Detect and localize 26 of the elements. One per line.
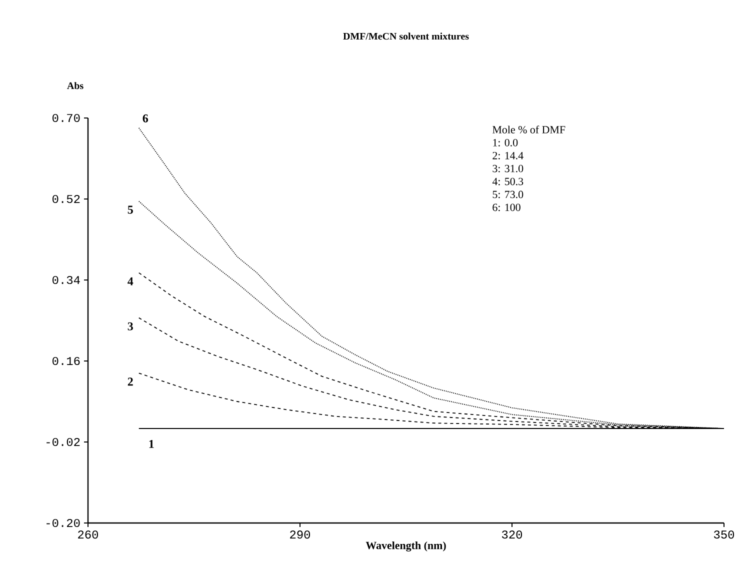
y-axis-title: Abs [67, 82, 84, 90]
annotation: 3: 31.0 [492, 164, 524, 172]
series-label: 2 [128, 378, 133, 386]
x-tick-label: 290 [290, 530, 310, 539]
series-label: 5 [128, 206, 133, 214]
annotation: 6: 100 [492, 204, 520, 212]
series-label: 4 [128, 277, 134, 286]
y-tick-label: -0.02 [46, 438, 80, 446]
x-tick-label: 320 [502, 530, 522, 539]
annotation: 5: 73.0 [492, 190, 524, 198]
annotation: Mole % of DMF [492, 126, 566, 134]
y-tick-label: -0.20 [46, 518, 80, 528]
y-tick-label: 0.16 [52, 356, 80, 366]
x-tick-label: 260 [78, 530, 98, 539]
annotation: 1: 0.0 [493, 138, 518, 146]
annotation: 2: 14.4 [492, 152, 524, 160]
y-tick-label: 0.70 [52, 114, 80, 122]
series-label: 1 [149, 440, 154, 448]
x-tick-label: 350 [714, 530, 734, 539]
series-label: 3 [128, 322, 133, 330]
y-tick-label: 0.34 [52, 276, 80, 284]
chart-title: DMF/MeCN solvent mixtures [343, 32, 469, 40]
y-tick-label: 0.52 [52, 194, 80, 204]
annotation: 4: 50.3 [492, 178, 524, 186]
x-axis-title: Wavelength (nm) [366, 541, 446, 552]
series-label: 6 [142, 114, 148, 122]
